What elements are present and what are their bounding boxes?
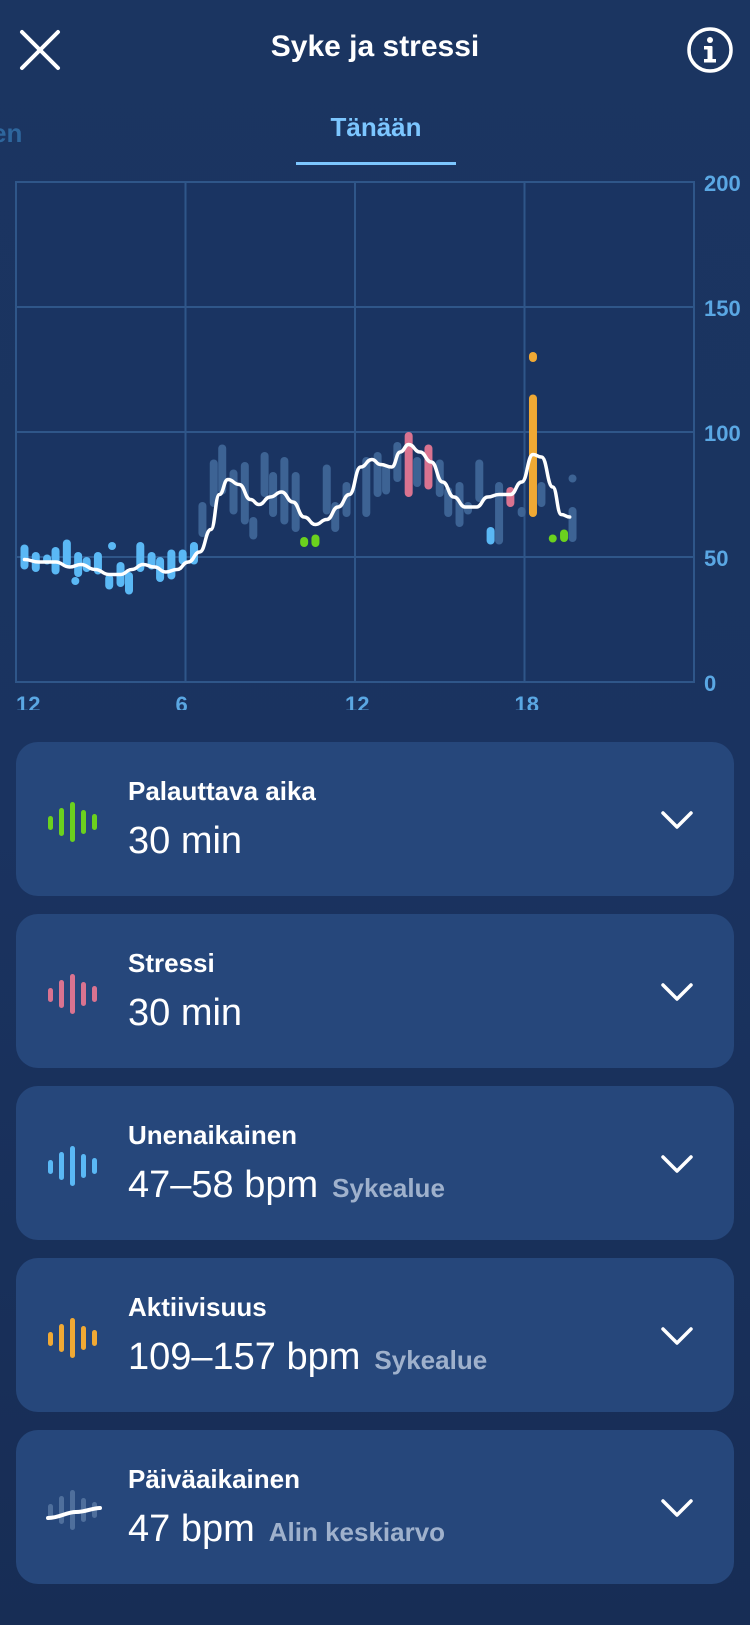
hr-range-bar-day xyxy=(475,459,484,502)
x-tick-label: 6 xyxy=(176,692,188,710)
hr-range-bar-sleep xyxy=(486,527,495,545)
card-value-row: 47–58 bpm Sykealue xyxy=(128,1164,445,1207)
hr-range-bar-day xyxy=(209,459,218,507)
hr-range-bar-sleep xyxy=(125,572,133,595)
y-tick-label: 100 xyxy=(704,421,741,446)
tab-previous[interactable]: en xyxy=(0,118,23,148)
hr-range-bar-sleep xyxy=(108,542,117,550)
page-title: Syke ja stressi xyxy=(270,30,480,63)
card-value: 109–157 bpm xyxy=(128,1336,361,1378)
card-label: Palauttava aika xyxy=(128,776,316,806)
card-value-row: 30 min xyxy=(128,820,242,863)
hr-range-bar-day xyxy=(568,507,577,542)
hr-range-bar-activity xyxy=(528,352,537,362)
hr-range-bar-day xyxy=(362,457,371,517)
hr-range-bar-stress xyxy=(404,432,413,497)
chevron-down-icon[interactable] xyxy=(660,976,694,1006)
close-button[interactable] xyxy=(18,28,62,72)
card-value: 30 min xyxy=(128,992,243,1034)
activity-card[interactable]: Aktiivisuus 109–157 bpm Sykealue xyxy=(16,1258,734,1412)
tab-today[interactable]: Tänään xyxy=(330,112,422,142)
sleep-card[interactable]: Unenaikainen 47–58 bpm Sykealue xyxy=(16,1086,734,1240)
stress-card[interactable]: Stressi 30 min xyxy=(16,914,734,1068)
card-value: 47 bpm xyxy=(128,1508,255,1550)
hr-range-bar-stress xyxy=(424,444,433,490)
hr-range-bar-day xyxy=(568,474,577,483)
hr-range-bar-day xyxy=(229,469,238,515)
hr-range-bar-sleep xyxy=(71,577,80,585)
card-sub-label: Sykealue xyxy=(332,1173,445,1203)
hr-range-bar-day xyxy=(198,502,207,537)
hr-range-bar-stress xyxy=(506,487,515,507)
info-button[interactable] xyxy=(686,26,734,74)
card-label: Päiväaikainen xyxy=(128,1464,300,1494)
close-icon xyxy=(20,30,60,70)
hr-range-bar-day xyxy=(517,507,526,517)
hr-range-bar-day xyxy=(280,457,289,525)
card-label: Stressi xyxy=(128,948,215,978)
hr-range-bar-recovery xyxy=(560,529,569,542)
hr-range-bar-recovery xyxy=(311,534,320,547)
card-sub-label: Alin keskiarvo xyxy=(268,1517,446,1547)
x-tick-label: 12 xyxy=(345,692,369,710)
daytime-card[interactable]: Päiväaikainen 47 bpm Alin keskiarvo xyxy=(16,1430,734,1584)
card-value: 30 min xyxy=(128,820,243,862)
card-sub-label: Sykealue xyxy=(374,1345,488,1375)
hr-range-bar-day xyxy=(342,482,351,517)
hr-range-bar-day xyxy=(249,517,258,540)
chevron-down-icon[interactable] xyxy=(660,1320,694,1350)
hr-range-bar-sleep xyxy=(178,549,187,565)
chevron-down-icon[interactable] xyxy=(660,1492,694,1522)
x-tick-label: 18 xyxy=(515,692,539,710)
hr-range-bar-recovery xyxy=(548,534,557,543)
hr-range-bar-day xyxy=(413,457,422,487)
hr-range-bar-sleep xyxy=(20,544,29,570)
card-value-row: 47 bpm Alin keskiarvo xyxy=(128,1508,445,1551)
hr-range-bar-sleep xyxy=(62,539,71,567)
daytime-trend-icon xyxy=(46,1490,102,1530)
trend-line xyxy=(22,442,572,577)
hr-range-bar-recovery xyxy=(300,537,309,547)
hr-range-bar-day xyxy=(322,464,331,515)
header: Syke ja stressi xyxy=(0,0,750,100)
hr-range-bar-day xyxy=(537,482,546,507)
recovery-bars-icon xyxy=(48,802,97,842)
info-icon xyxy=(687,27,733,73)
y-tick-label: 150 xyxy=(704,296,741,321)
recovery-card[interactable]: Palauttava aika 30 min xyxy=(16,742,734,896)
card-value-row: 30 min xyxy=(128,992,242,1035)
hr-range-bar-day xyxy=(495,482,504,545)
tab-active-indicator xyxy=(296,162,456,165)
hr-range-bar-day xyxy=(260,452,269,497)
card-value-row: 109–157 bpm Sykealue xyxy=(128,1336,487,1379)
hr-range-bar-day xyxy=(382,464,391,495)
hr-range-bar-sleep xyxy=(167,549,176,580)
y-tick-label: 200 xyxy=(704,171,741,196)
x-tick-label: 12 xyxy=(16,692,40,710)
card-label: Aktiivisuus xyxy=(128,1292,267,1322)
stress-bars-icon xyxy=(48,974,97,1014)
hr-range-bar-sleep xyxy=(105,574,114,590)
heart-rate-chart[interactable]: 200 150 100 50 0 12 6 12 18 xyxy=(0,170,750,710)
chevron-down-icon[interactable] xyxy=(660,1148,694,1178)
activity-bars-icon xyxy=(48,1318,97,1358)
card-value: 47–58 bpm xyxy=(128,1164,319,1206)
chevron-down-icon[interactable] xyxy=(660,804,694,834)
card-label: Unenaikainen xyxy=(128,1120,298,1150)
y-tick-label: 50 xyxy=(704,546,728,571)
sleep-bars-icon xyxy=(48,1146,97,1186)
y-tick-label: 0 xyxy=(704,671,716,696)
